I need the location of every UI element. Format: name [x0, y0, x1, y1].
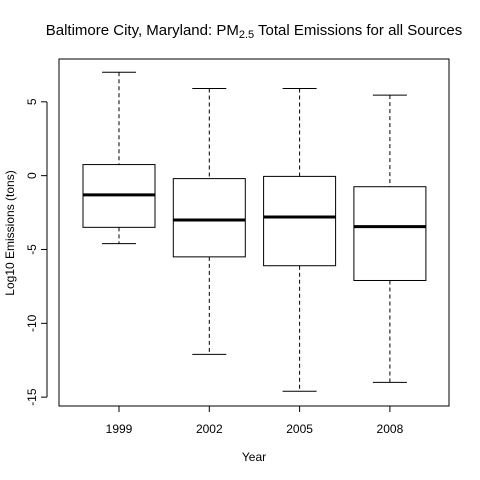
y-tick-label--15: -15 [25, 388, 39, 406]
box-group-2005 [263, 88, 337, 392]
boxes-layer [82, 71, 427, 392]
x-axis-label: Year [242, 450, 266, 464]
box-group-1999 [82, 71, 156, 245]
y-tick-label--5: -5 [25, 244, 39, 255]
x-tick-label-2002: 2002 [196, 422, 223, 436]
title-subscript: 2.5 [239, 29, 254, 41]
y-tick-label--10: -10 [25, 314, 39, 332]
y-tick-label-5: 5 [25, 98, 39, 105]
chart-title: Baltimore City, Maryland: PM2.5 Total Em… [46, 22, 463, 41]
box-2002 [172, 178, 246, 258]
x-tick-label-2005: 2005 [286, 422, 313, 436]
box-2008 [353, 186, 427, 281]
box-group-2008 [353, 94, 427, 383]
x-tick-label-1999: 1999 [106, 422, 133, 436]
x-axis: 1999 2002 2005 2008 [106, 406, 404, 436]
box-group-2002 [172, 88, 246, 355]
title-main: Baltimore City, Maryland: PM [46, 22, 239, 39]
y-axis-label: Log10 Emissions (tons) [3, 170, 17, 295]
y-axis: 5 0 -5 -10 -15 [25, 98, 48, 406]
title-rest: Total Emissions for all Sources [254, 22, 462, 39]
x-tick-label-2008: 2008 [377, 422, 404, 436]
plot-frame [58, 58, 450, 407]
box-2005 [263, 175, 337, 267]
y-tick-label-0: 0 [25, 172, 39, 179]
